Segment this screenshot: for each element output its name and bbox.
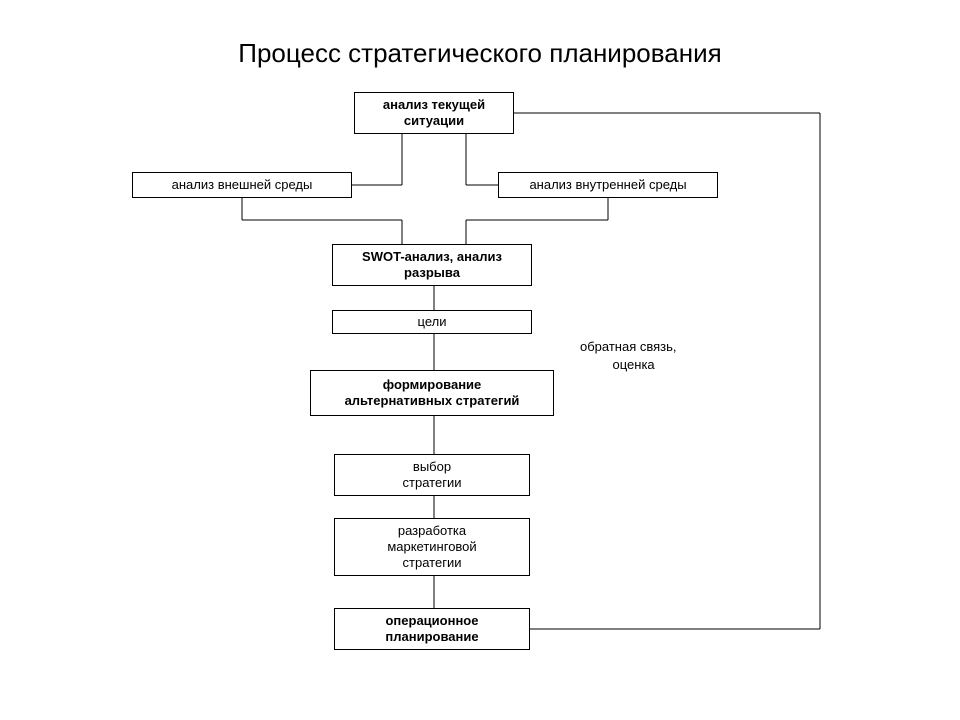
node-n_choice: выбор стратегии <box>334 454 530 496</box>
node-n_alternatives: формирование альтернативных стратегий <box>310 370 554 416</box>
node-label: формирование альтернативных стратегий <box>345 377 520 410</box>
node-n_external: анализ внешней среды <box>132 172 352 198</box>
node-label: анализ текущей ситуации <box>383 97 485 130</box>
node-label: выбор стратегии <box>403 459 462 492</box>
node-label: цели <box>418 314 447 330</box>
node-n_swot: SWOT-анализ, анализ разрыва <box>332 244 532 286</box>
node-label: анализ внешней среды <box>172 177 313 193</box>
diagram-title: Процесс стратегического планирования <box>0 38 960 69</box>
node-n_marketing: разработка маркетинговой стратегии <box>334 518 530 576</box>
node-n_operational: операционное планирование <box>334 608 530 650</box>
node-n_analysis_current: анализ текущей ситуации <box>354 92 514 134</box>
node-label: анализ внутренней среды <box>529 177 686 193</box>
diagram-canvas: Процесс стратегического планирования ана… <box>0 0 960 720</box>
node-label: SWOT-анализ, анализ разрыва <box>362 249 502 282</box>
label-l_feedback: обратная связь, оценка <box>580 338 677 373</box>
node-label: операционное планирование <box>385 613 478 646</box>
node-n_goals: цели <box>332 310 532 334</box>
node-n_internal: анализ внутренней среды <box>498 172 718 198</box>
node-label: разработка маркетинговой стратегии <box>387 523 476 572</box>
